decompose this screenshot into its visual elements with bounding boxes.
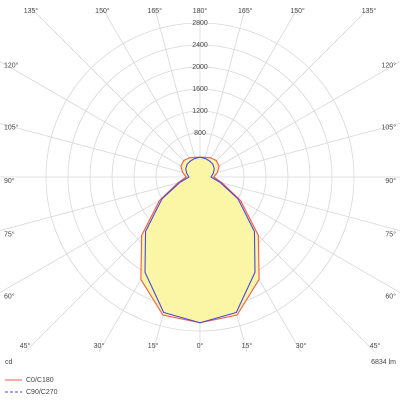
intensity-curve: [144, 156, 201, 324]
angle-tick-label: 135°: [362, 7, 377, 15]
angle-tick-label: 150°: [290, 7, 305, 15]
grid-ray: [199, 8, 298, 178]
angle-tick-label: 0°: [197, 342, 204, 350]
angle-tick-label: 60°: [4, 292, 15, 300]
angle-tick-label: 105°: [4, 123, 19, 131]
grid-ray: [199, 123, 400, 178]
angle-tick-label: 150°: [95, 7, 110, 15]
r-tick-label: 1200: [192, 108, 208, 115]
grid-ray: [199, 8, 370, 178]
grid-ray: [0, 61, 201, 178]
light-area: [140, 157, 260, 323]
flux-label: 6834 lm: [371, 359, 396, 366]
angle-tick-label: 105°: [382, 123, 397, 131]
angle-tick-label: 30°: [94, 342, 105, 350]
angle-tick-label: 15°: [242, 342, 253, 350]
angle-tick-label: 60°: [385, 292, 396, 300]
angle-tick-label: 90°: [385, 177, 396, 185]
r-tick-label: 2000: [192, 64, 208, 71]
angle-tick-label: 15°: [148, 342, 159, 350]
r-tick-label: 800: [194, 130, 206, 137]
angle-tick-label: 75°: [4, 230, 15, 238]
intensity-curve: [199, 156, 260, 324]
grid-ray: [199, 61, 400, 178]
legend-label: C90/C270: [26, 389, 58, 396]
unit-label: cd: [5, 359, 13, 366]
angle-tick-label: 75°: [385, 230, 396, 238]
r-tick-label: 1600: [192, 86, 208, 93]
grid-ray: [30, 8, 201, 178]
angle-tick-label: 165°: [238, 7, 253, 15]
intensity-curve: [199, 156, 256, 324]
grid-ray: [199, 176, 400, 231]
grid-ray: [154, 8, 201, 178]
grid-ray: [102, 8, 201, 178]
grid-ray: [0, 123, 201, 178]
angle-tick-label: 120°: [382, 61, 397, 69]
angle-tick-label: 135°: [24, 7, 39, 15]
angle-tick-label: 120°: [4, 61, 19, 69]
angle-tick-label: 180°: [193, 7, 208, 15]
grid-ray: [0, 176, 201, 231]
angle-tick-label: 45°: [20, 342, 31, 350]
angle-tick-label: 30°: [296, 342, 307, 350]
angle-tick-label: 45°: [370, 342, 381, 350]
angle-tick-label: 90°: [4, 177, 15, 185]
legend-label: C0/C180: [26, 377, 54, 384]
intensity-curve: [140, 156, 201, 324]
grid-ray: [199, 8, 246, 178]
r-tick-label: 2400: [192, 42, 208, 49]
angle-tick-label: 165°: [147, 7, 162, 15]
r-tick-label: 2800: [192, 20, 208, 27]
